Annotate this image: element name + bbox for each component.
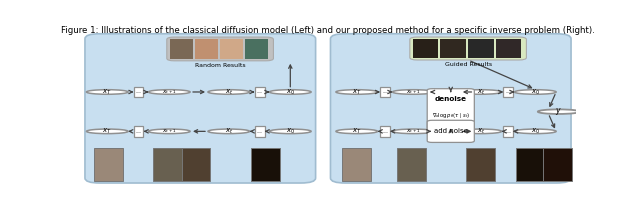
Bar: [468, 39, 494, 58]
Ellipse shape: [336, 90, 378, 94]
Ellipse shape: [515, 129, 556, 134]
Text: $x_0$: $x_0$: [285, 127, 295, 136]
Text: $x_{t+1}$: $x_{t+1}$: [162, 127, 177, 135]
Bar: [182, 148, 211, 181]
Text: Random Results: Random Results: [195, 63, 245, 68]
FancyBboxPatch shape: [410, 37, 527, 60]
FancyBboxPatch shape: [134, 87, 143, 97]
Text: ...: ...: [505, 129, 511, 134]
Text: $x_T$: $x_T$: [352, 127, 362, 136]
Text: $x_t$: $x_t$: [225, 127, 233, 136]
Ellipse shape: [269, 129, 311, 134]
Text: denoise: denoise: [435, 96, 467, 102]
FancyBboxPatch shape: [255, 126, 264, 137]
Text: ...: ...: [382, 89, 388, 95]
FancyBboxPatch shape: [503, 87, 513, 97]
Ellipse shape: [538, 109, 579, 114]
Bar: [245, 39, 269, 59]
Bar: [342, 148, 371, 181]
FancyBboxPatch shape: [503, 126, 513, 137]
Ellipse shape: [148, 129, 190, 134]
Bar: [397, 148, 426, 181]
Ellipse shape: [148, 90, 190, 94]
Ellipse shape: [86, 129, 128, 134]
Bar: [220, 39, 243, 59]
Text: $x_t$: $x_t$: [477, 87, 485, 96]
Text: ...: ...: [505, 89, 511, 95]
Bar: [94, 148, 123, 181]
Bar: [413, 39, 438, 58]
Ellipse shape: [460, 129, 502, 134]
Ellipse shape: [392, 129, 434, 134]
Bar: [195, 39, 218, 59]
Bar: [466, 148, 495, 181]
Text: $x_0$: $x_0$: [285, 87, 295, 96]
Bar: [170, 39, 193, 59]
Bar: [543, 148, 572, 181]
Text: $x_{t+1}$: $x_{t+1}$: [162, 88, 177, 96]
Text: ...: ...: [136, 89, 141, 95]
Text: $x_0$: $x_0$: [531, 87, 540, 96]
Ellipse shape: [208, 90, 250, 94]
FancyBboxPatch shape: [380, 87, 390, 97]
Text: $x_t$: $x_t$: [225, 87, 233, 96]
FancyBboxPatch shape: [428, 120, 474, 142]
Bar: [154, 148, 182, 181]
Bar: [251, 148, 280, 181]
Text: $x_t$: $x_t$: [477, 127, 485, 136]
Text: Figure 1: Illustrations of the classical diffusion model (Left) and our proposed: Figure 1: Illustrations of the classical…: [61, 26, 595, 35]
Text: $x_T$: $x_T$: [352, 87, 362, 96]
FancyBboxPatch shape: [167, 37, 273, 61]
Bar: [516, 148, 545, 181]
Ellipse shape: [208, 129, 250, 134]
Text: ...: ...: [257, 129, 262, 134]
Text: add noise: add noise: [434, 128, 468, 134]
FancyBboxPatch shape: [134, 126, 143, 137]
Text: $y$: $y$: [556, 106, 562, 117]
FancyBboxPatch shape: [380, 126, 390, 137]
Text: ...: ...: [257, 89, 262, 95]
Text: Guided Results: Guided Results: [445, 62, 492, 67]
FancyBboxPatch shape: [330, 34, 571, 183]
Ellipse shape: [460, 90, 502, 94]
FancyBboxPatch shape: [85, 34, 316, 183]
Bar: [440, 39, 466, 58]
Ellipse shape: [269, 90, 311, 94]
Ellipse shape: [515, 90, 556, 94]
Text: $x_{t+1}$: $x_{t+1}$: [406, 127, 420, 135]
FancyBboxPatch shape: [428, 89, 474, 135]
Text: ...: ...: [136, 129, 141, 134]
FancyBboxPatch shape: [255, 87, 264, 97]
Bar: [496, 39, 522, 58]
Text: ...: ...: [382, 129, 388, 134]
Text: $x_T$: $x_T$: [102, 127, 112, 136]
Text: $x_0$: $x_0$: [531, 127, 540, 136]
Text: $\nabla_x \log p_\theta(\tau \mid s_t)$: $\nabla_x \log p_\theta(\tau \mid s_t)$: [431, 111, 470, 120]
Text: $x_{t+1}$: $x_{t+1}$: [406, 88, 420, 96]
Ellipse shape: [336, 129, 378, 134]
Ellipse shape: [86, 90, 128, 94]
Text: $x_T$: $x_T$: [102, 87, 112, 96]
Ellipse shape: [392, 90, 434, 94]
